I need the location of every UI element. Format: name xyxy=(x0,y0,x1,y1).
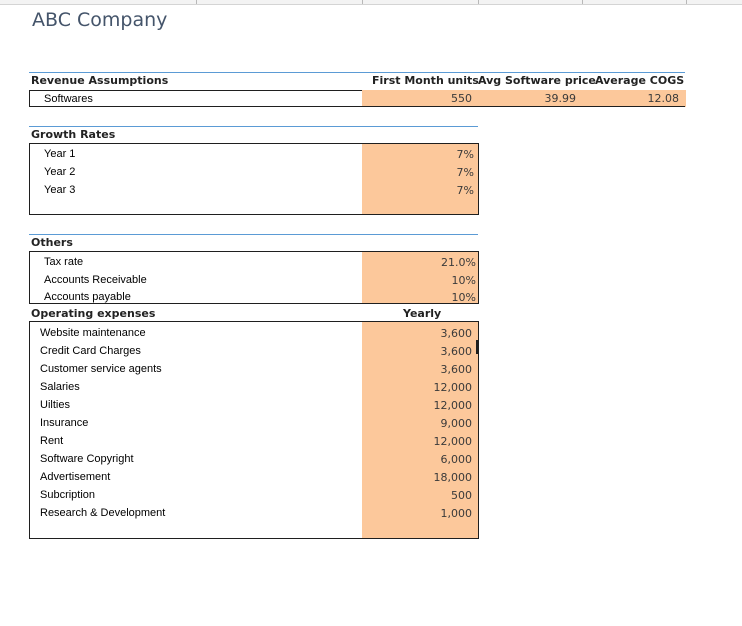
others-header[interactable]: Others xyxy=(31,236,73,249)
growth-input-column xyxy=(362,144,478,214)
company-title[interactable]: ABC Company xyxy=(32,9,168,31)
tax-rate-label: Tax rate xyxy=(44,256,84,268)
cell-cursor xyxy=(476,340,478,354)
revenue-bottom-border xyxy=(29,106,685,107)
first-month-units-cell[interactable]: 550 xyxy=(362,90,478,107)
accounts-payable-label: Accounts payable xyxy=(44,291,131,303)
average-cogs-value: 12.08 xyxy=(647,92,680,105)
opex-row-value[interactable]: 12,000 xyxy=(433,381,473,394)
opex-row-value[interactable]: 12,000 xyxy=(433,399,473,412)
column-avg-software-price[interactable]: Avg Software price xyxy=(478,74,596,87)
tax-rate-value[interactable]: 21.0% xyxy=(441,256,476,269)
accounts-payable-value[interactable]: 10% xyxy=(451,291,476,304)
growth-year-1-label: Year 1 xyxy=(44,148,76,160)
opex-row-value[interactable]: 1,000 xyxy=(440,507,473,520)
growth-year-2-value[interactable]: 7% xyxy=(456,166,474,179)
opex-row-value[interactable]: 3,600 xyxy=(440,363,473,376)
column-divider xyxy=(196,0,197,4)
column-yearly[interactable]: Yearly xyxy=(403,307,442,320)
opex-row-label: Software Copyright xyxy=(40,453,134,465)
average-cogs-cell[interactable]: 12.08 xyxy=(582,90,686,107)
column-header-strip xyxy=(0,0,742,5)
others-input-column xyxy=(362,252,478,303)
growth-header-line xyxy=(29,126,478,127)
column-divider xyxy=(362,0,363,4)
opex-header[interactable]: Operating expenses xyxy=(31,307,156,320)
opex-row-label: Website maintenance xyxy=(40,327,146,339)
opex-row-label: Advertisement xyxy=(40,471,111,483)
opex-row-value[interactable]: 6,000 xyxy=(440,453,473,466)
opex-row-label: Rent xyxy=(40,435,64,447)
growth-year-3-value[interactable]: 7% xyxy=(456,184,474,197)
revenue-header[interactable]: Revenue Assumptions xyxy=(31,74,169,87)
growth-year-3-label: Year 3 xyxy=(44,184,76,196)
opex-row-label: Credit Card Charges xyxy=(40,345,141,357)
opex-row-value[interactable]: 12,000 xyxy=(433,435,473,448)
opex-row-value[interactable]: 3,600 xyxy=(440,345,473,358)
column-divider xyxy=(582,0,583,4)
column-divider xyxy=(478,0,479,4)
opex-row-value[interactable]: 3,600 xyxy=(440,327,473,340)
opex-row-label: Uilties xyxy=(40,399,70,411)
opex-row-label: Subcription xyxy=(40,489,96,501)
growth-header[interactable]: Growth Rates xyxy=(31,128,116,141)
growth-year-2-label: Year 2 xyxy=(44,166,76,178)
opex-row-value[interactable]: 18,000 xyxy=(433,471,473,484)
opex-row-label: Customer service agents xyxy=(40,363,162,375)
column-divider xyxy=(686,0,687,4)
opex-input-column xyxy=(362,322,478,538)
opex-row-value[interactable]: 9,000 xyxy=(440,417,473,430)
revenue-header-line xyxy=(29,72,685,73)
avg-software-price-value: 39.99 xyxy=(544,92,577,105)
column-first-month-units[interactable]: First Month units xyxy=(372,74,479,87)
first-month-units-value: 550 xyxy=(451,92,472,105)
opex-row-label: Salaries xyxy=(40,381,80,393)
opex-row-label: Insurance xyxy=(40,417,89,429)
opex-row-value[interactable]: 500 xyxy=(451,489,472,502)
softwares-label: Softwares xyxy=(44,93,93,105)
accounts-receivable-label: Accounts Receivable xyxy=(44,274,147,286)
opex-row-label: Research & Development xyxy=(40,507,166,519)
others-header-line xyxy=(29,234,478,235)
avg-software-price-cell[interactable]: 39.99 xyxy=(478,90,582,107)
softwares-label-cell[interactable]: Softwares xyxy=(29,90,363,107)
accounts-receivable-value[interactable]: 10% xyxy=(451,274,476,287)
column-average-cogs[interactable]: Average COGS xyxy=(595,74,685,87)
growth-year-1-value[interactable]: 7% xyxy=(456,148,474,161)
